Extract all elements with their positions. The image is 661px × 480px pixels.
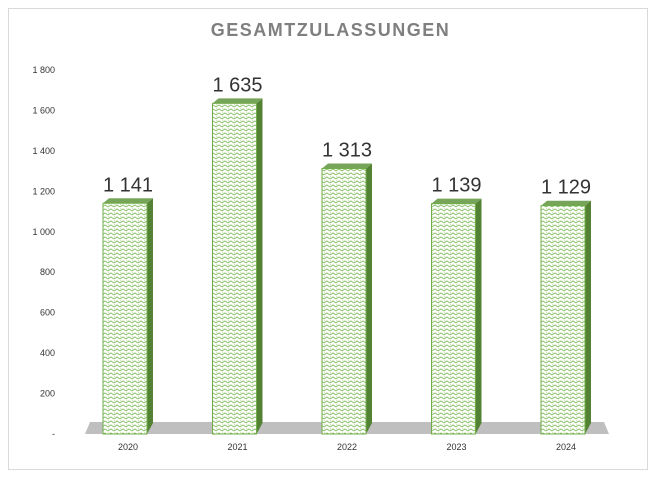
x-tick-label: 2024	[556, 442, 576, 452]
y-tick-label: 400	[40, 348, 55, 358]
bar-2024	[540, 200, 591, 435]
bar-2020	[102, 198, 153, 435]
bar-side	[256, 98, 263, 434]
bar-front	[431, 203, 476, 435]
y-tick-label: 1 400	[32, 146, 55, 156]
bar-top	[322, 163, 372, 169]
bar-side	[475, 198, 482, 434]
bar-2022	[321, 163, 372, 435]
y-tick-label: 1 600	[32, 105, 55, 115]
bar-side	[147, 198, 153, 434]
bar-top	[431, 198, 482, 204]
y-tick-label: 200	[40, 389, 55, 399]
bar-2021	[212, 98, 263, 435]
bars: 1 141 1 635 1 313 1 139 1 129	[102, 74, 591, 435]
y-axis: - 200 400 600 800 1 000 1 200 1 400 1 600 1 800	[32, 65, 55, 439]
bar-front	[102, 202, 148, 435]
bar-top	[541, 200, 591, 206]
bar-front	[540, 205, 586, 435]
data-label: 1 635	[212, 74, 262, 96]
bar-top	[103, 198, 153, 204]
bar-side	[366, 163, 372, 434]
y-tick-label: 600	[40, 308, 55, 318]
bar-side	[585, 200, 591, 434]
data-label: 1 141	[103, 174, 153, 196]
data-label: 1 313	[322, 139, 372, 161]
x-tick-label: 2023	[446, 442, 466, 452]
bar-front	[321, 167, 367, 435]
bar-top	[212, 98, 263, 104]
bar-2023	[431, 198, 482, 435]
y-tick-label: 1 200	[32, 186, 55, 196]
y-tick-label: 800	[40, 267, 55, 277]
x-tick-label: 2020	[118, 442, 138, 452]
y-tick-label: 1 800	[32, 65, 55, 75]
y-tick-label: 1 000	[32, 227, 55, 237]
bar-front	[212, 102, 257, 435]
x-tick-label: 2021	[227, 442, 247, 452]
data-label: 1 129	[541, 177, 591, 199]
x-axis: 2020 2021 2022 2023 2024	[118, 442, 576, 452]
x-tick-label: 2022	[337, 442, 357, 452]
data-label: 1 139	[431, 175, 481, 197]
chart-title: GESAMTZULASSUNGEN	[210, 20, 451, 40]
y-tick-label: -	[52, 429, 55, 439]
